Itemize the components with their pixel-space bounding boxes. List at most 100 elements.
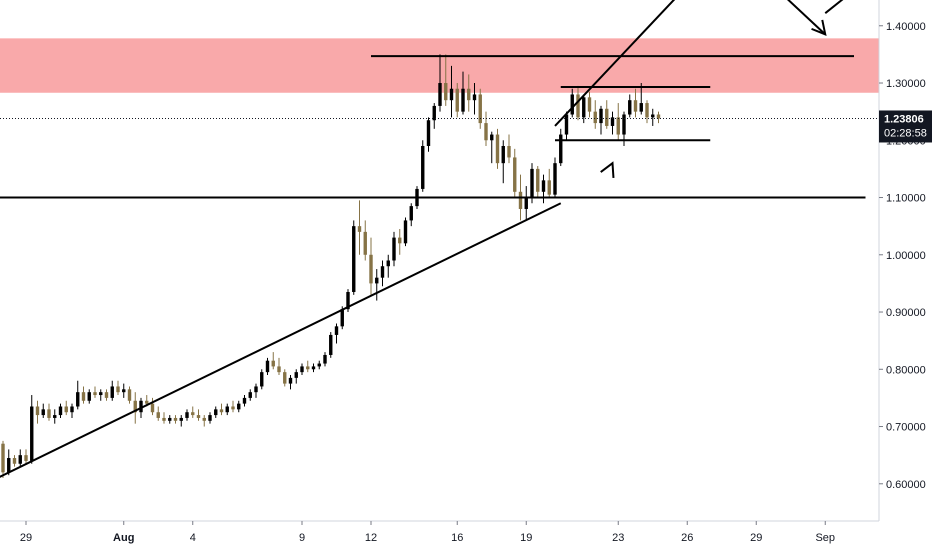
candle-body <box>133 400 137 413</box>
candle-body <box>490 134 494 141</box>
candle-body <box>283 372 287 384</box>
candle <box>444 54 448 106</box>
candle-body <box>392 237 396 261</box>
candle-body <box>513 157 517 192</box>
candle <box>593 100 597 129</box>
time-axis-labels[interactable]: 29 Aug 4 9 12 16 19 23 26 29 Sep <box>20 521 835 544</box>
candle-countdown: 02:28:58 <box>884 127 927 139</box>
candle <box>1 440 5 479</box>
candle <box>398 229 402 255</box>
candle <box>421 140 425 192</box>
candle-body <box>478 94 482 124</box>
candle <box>116 380 120 396</box>
candle-body <box>196 415 201 418</box>
candle-body <box>260 372 264 387</box>
candle <box>564 111 569 141</box>
trendline[interactable] <box>0 202 562 478</box>
candle-body <box>35 406 40 416</box>
candle-body <box>334 326 339 335</box>
candle <box>587 91 592 118</box>
candle-body <box>403 220 408 244</box>
candle-body <box>156 412 160 418</box>
axes-layer <box>0 0 880 522</box>
candle <box>242 395 247 407</box>
candle <box>334 323 339 344</box>
candle <box>472 83 477 115</box>
candle-body <box>501 145 505 164</box>
candle <box>208 412 212 424</box>
candle-body <box>536 168 540 192</box>
candle-body <box>145 400 149 404</box>
candle <box>294 369 298 384</box>
time-tick-label: 19 <box>520 532 532 544</box>
candle <box>265 357 270 376</box>
candle <box>288 375 293 390</box>
candle <box>392 231 396 267</box>
candle <box>30 395 34 464</box>
candle <box>576 85 580 121</box>
trendline[interactable] <box>554 0 687 127</box>
candle-body <box>104 392 109 398</box>
time-tick-label: 4 <box>190 532 196 544</box>
arrowhead[interactable] <box>600 161 615 178</box>
candle <box>461 71 465 115</box>
arrowhead[interactable] <box>811 19 827 36</box>
candle <box>53 409 57 424</box>
candle-body <box>386 260 390 267</box>
candle-body <box>472 94 477 101</box>
time-tick-label: 12 <box>365 532 377 544</box>
candle <box>35 400 40 424</box>
candle-body <box>288 377 293 384</box>
candle <box>352 220 356 295</box>
candle-body <box>277 366 281 373</box>
candle <box>306 360 310 373</box>
candle-body <box>208 415 212 421</box>
candle-body <box>593 111 597 124</box>
candle <box>12 455 17 467</box>
candle-body <box>242 397 247 404</box>
trendline[interactable] <box>824 0 860 14</box>
candle-body <box>24 455 28 461</box>
candle <box>317 360 321 370</box>
candle-body <box>438 83 442 106</box>
candle-body <box>311 366 316 370</box>
candle-body <box>622 114 626 135</box>
candle <box>127 386 132 404</box>
candle <box>185 409 189 421</box>
candle <box>438 54 442 112</box>
candle-body <box>139 400 143 413</box>
candle-body <box>306 366 310 370</box>
candle <box>104 389 109 401</box>
candle <box>179 415 183 427</box>
candle-body <box>179 417 183 421</box>
candle-body <box>547 180 551 195</box>
candle <box>501 140 505 184</box>
candle-body <box>127 389 132 401</box>
candle-body <box>375 277 379 284</box>
candle-body <box>524 197 528 209</box>
candle <box>490 131 494 164</box>
price-tick-label: 1.00000 <box>886 250 926 262</box>
trendline[interactable] <box>779 0 826 36</box>
candle-body <box>41 409 45 416</box>
candle-body <box>99 392 103 396</box>
candle-body <box>168 417 172 421</box>
candle <box>76 380 80 410</box>
candle-body <box>300 366 304 373</box>
candle-body <box>633 100 638 112</box>
time-tick-label: 23 <box>612 532 624 544</box>
candle-body <box>1 443 5 473</box>
candle-body <box>541 180 546 192</box>
candle-body <box>455 88 459 112</box>
candle <box>231 400 235 413</box>
candle-body <box>248 392 252 398</box>
candle <box>610 111 615 135</box>
price-tick-label: 1.30000 <box>886 78 926 90</box>
candle <box>380 260 385 287</box>
candle <box>513 148 517 198</box>
candle-body <box>495 134 500 164</box>
candle-body <box>564 114 569 135</box>
candle-body <box>191 412 195 416</box>
candle <box>237 400 241 413</box>
